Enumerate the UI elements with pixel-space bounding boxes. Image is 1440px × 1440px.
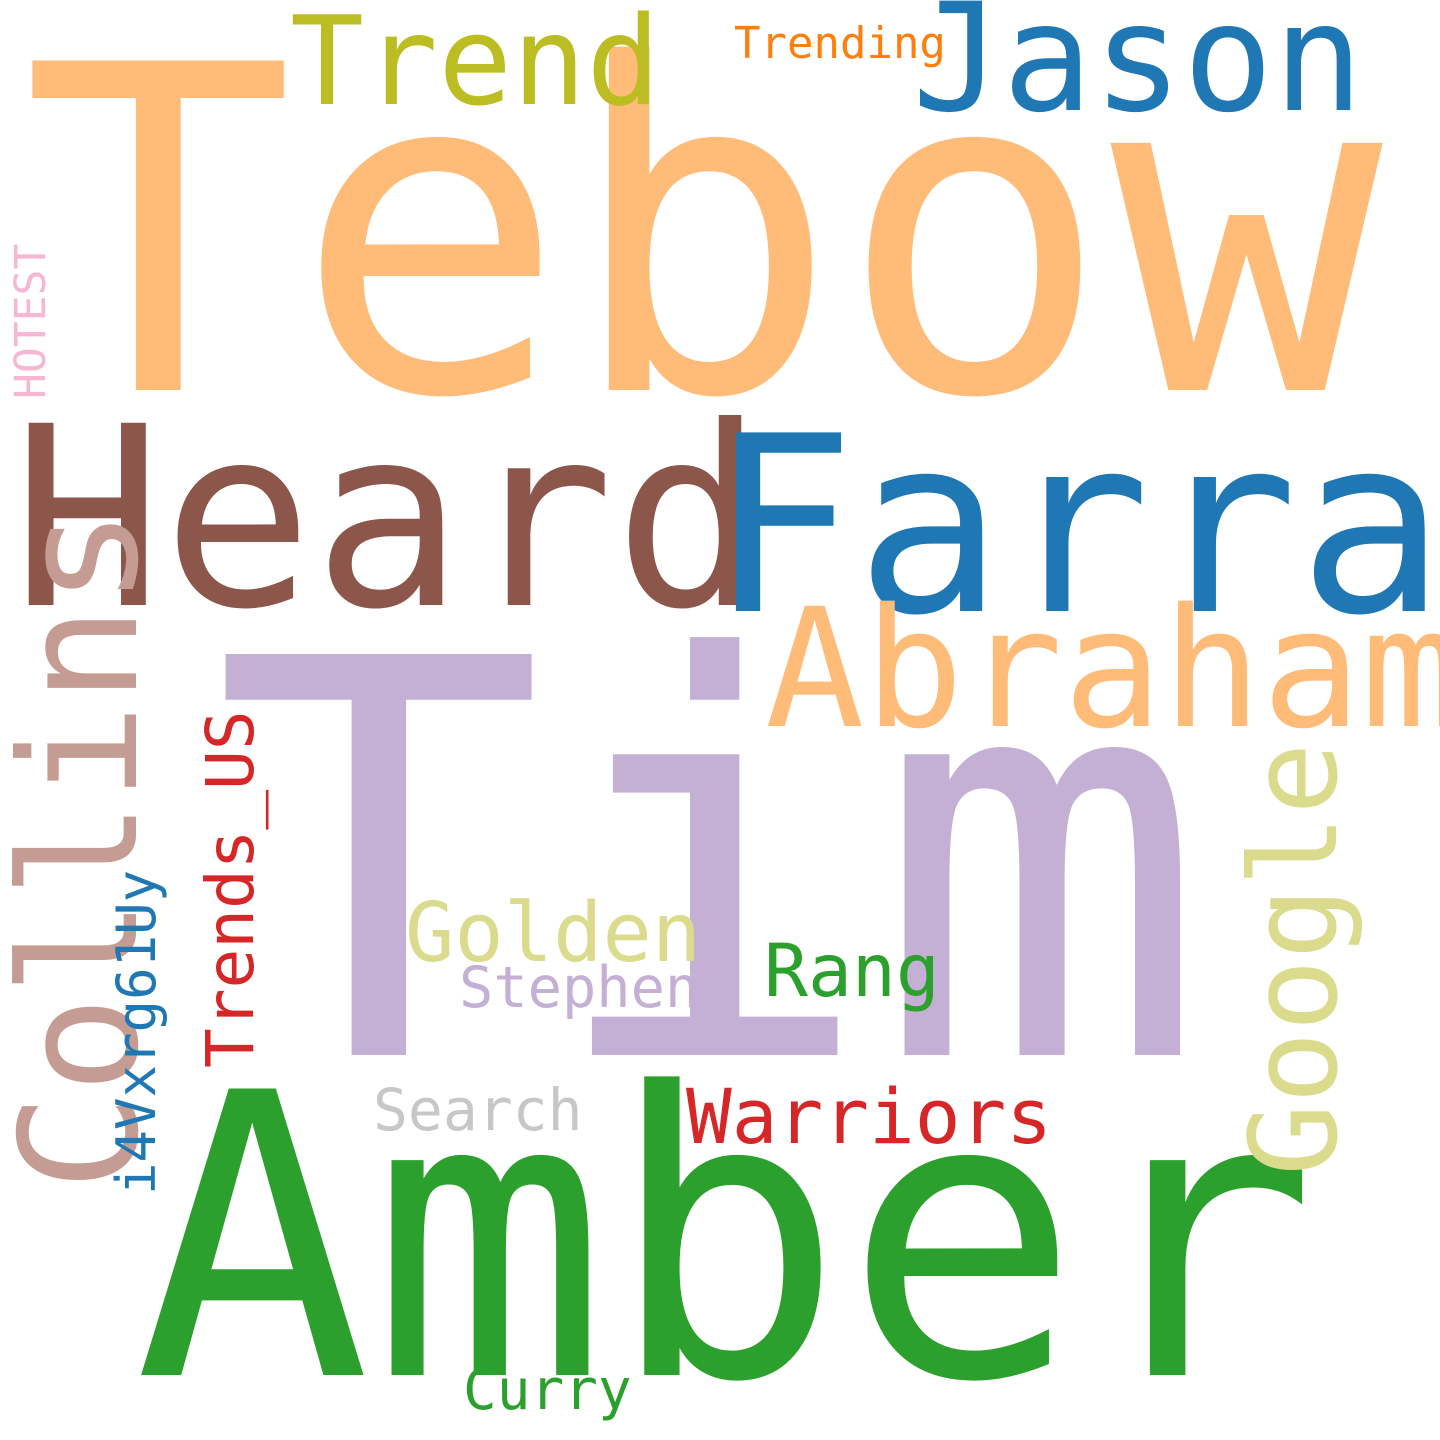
word-abraham: Abraham: [765, 573, 1440, 765]
word-curry: Curry: [463, 1358, 632, 1423]
word-jason: Jason: [912, 0, 1364, 146]
word-i4vxrg61uy: i4Vxrg61Uy: [105, 869, 168, 1195]
word-rang: Rang: [764, 929, 940, 1014]
word-search: Search: [373, 1076, 583, 1144]
word-farrah: Farrah: [708, 384, 1440, 669]
word-stephen: Stephen: [459, 955, 700, 1021]
word-trend: Trend: [290, 0, 661, 134]
word-tim: Tim: [213, 544, 1207, 1185]
word-warriors: Warriors: [686, 1072, 1053, 1161]
word-tebow: Tebow: [22, 0, 1383, 497]
word-heard: Heard: [12, 373, 765, 664]
word-trending: Trending: [734, 18, 946, 69]
word-trends-us: Trends_US: [192, 710, 269, 1068]
word-golden: Golden: [405, 886, 702, 981]
word-google: Google: [1226, 742, 1365, 1176]
word-amber: Amber: [134, 1010, 1318, 1440]
word-hotest: HOTEST: [6, 243, 56, 399]
